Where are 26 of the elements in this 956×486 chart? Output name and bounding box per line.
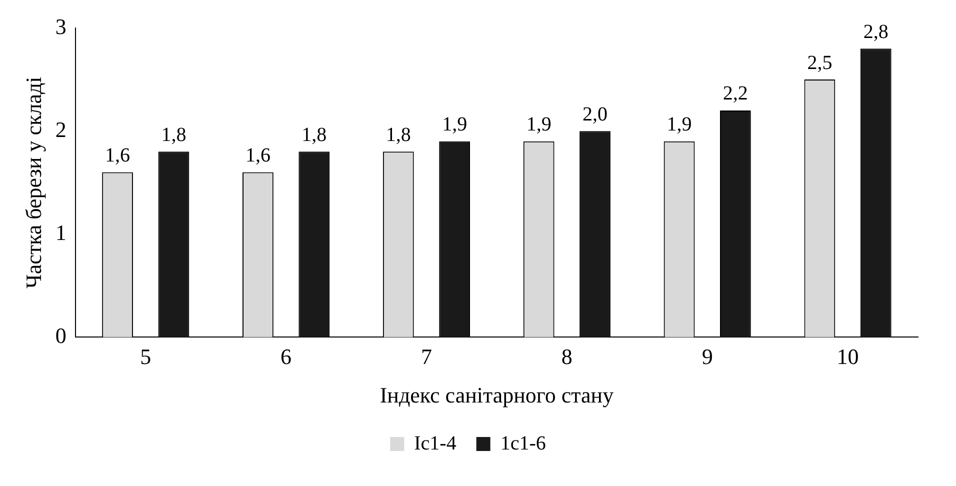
x-tick-label: 10 <box>836 344 859 370</box>
x-tick-label: 9 <box>702 344 713 370</box>
data-label: 1,6 <box>245 144 270 167</box>
y-tick-label: 1 <box>55 220 66 245</box>
x-tick-label: 8 <box>561 344 572 370</box>
data-label: 1,9 <box>666 114 692 136</box>
data-label: 2,5 <box>807 52 832 74</box>
x-tick-label: 6 <box>280 344 292 370</box>
x-axis-title: Індекс санітарного стану <box>380 382 614 408</box>
legend-label: Ic1-4 <box>414 432 456 454</box>
y-tick-label: 3 <box>55 14 66 39</box>
data-label: 1,6 <box>105 144 130 167</box>
x-tick-label: 7 <box>420 344 432 370</box>
data-label: 2,8 <box>863 20 888 43</box>
x-tick-label: 5 <box>140 344 152 370</box>
y-tick-label: 0 <box>55 322 66 348</box>
data-label: 1,8 <box>161 124 186 146</box>
y-axis-title: Частка берези у складі <box>20 76 46 288</box>
data-label: 1,9 <box>526 114 552 136</box>
y-tick-label: 2 <box>55 116 66 142</box>
data-label: 1,8 <box>386 124 411 146</box>
legend-label: 1c1-6 <box>500 432 546 454</box>
data-label: 1,9 <box>442 114 468 136</box>
data-label: 2,0 <box>582 103 608 126</box>
data-label: 1,8 <box>302 124 327 146</box>
data-label: 2,2 <box>722 82 748 105</box>
